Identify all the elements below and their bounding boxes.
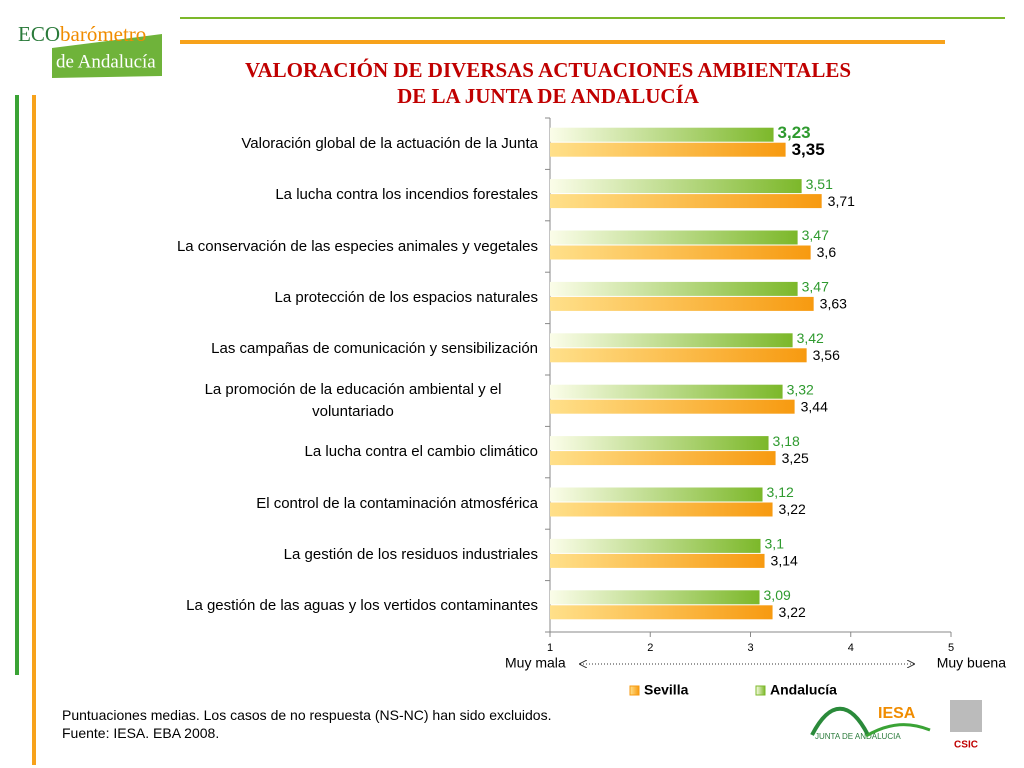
- bar: [550, 245, 811, 260]
- bar: [550, 384, 783, 399]
- category-label: La promoción de la educación ambiental y…: [204, 380, 502, 420]
- bar: [550, 142, 786, 157]
- value-label: 3,25: [782, 450, 809, 466]
- bar: [550, 194, 822, 209]
- category: La lucha contra los incendios forestales: [138, 171, 538, 219]
- value-label: 3,14: [771, 553, 798, 569]
- logo-region: de Andalucía: [56, 51, 156, 72]
- bar: [550, 281, 798, 296]
- value-label: 3,6: [817, 244, 837, 260]
- category-label: El control de la contaminación atmosféri…: [256, 494, 538, 512]
- legend-swatch: [755, 685, 766, 696]
- logo-junta: JUNTA DE ANDALUCIA: [815, 732, 901, 741]
- bar: [550, 296, 814, 311]
- value-label: 3,32: [787, 381, 814, 397]
- value-label: 3,12: [767, 484, 794, 500]
- category-label: Las campañas de comunicación y sensibili…: [211, 340, 538, 358]
- legend: Sevilla Andalucía: [629, 682, 837, 698]
- axis-label: Muy buena: [937, 655, 1006, 671]
- value-label: 3,51: [806, 176, 833, 192]
- logo-iesa: IESA: [878, 705, 916, 722]
- value-label: 3,71: [828, 193, 855, 209]
- value-label: 3,44: [801, 398, 828, 414]
- value-label: 3,47: [802, 227, 829, 243]
- chart-title: VALORACIÓN DE DIVERSAS ACTUACIONES AMBIE…: [245, 58, 851, 82]
- value-label: 3,09: [764, 587, 791, 603]
- category-label: Valoración global de la actuación de la …: [241, 134, 538, 152]
- x-tick-label: 3: [747, 642, 753, 654]
- logo-barometro: barómetro: [60, 22, 146, 46]
- category: El control de la contaminación atmosféri…: [138, 480, 538, 528]
- category-label: La conservación de las especies animales…: [176, 237, 538, 255]
- logo-icon: [950, 700, 982, 732]
- value-label: 3,63: [820, 296, 847, 312]
- bar: [550, 553, 765, 568]
- bar: [550, 179, 802, 194]
- value-label: 3,42: [797, 330, 824, 346]
- category-label: La protección de los espacios naturales: [274, 288, 539, 306]
- category: La gestión de los residuos industriales: [138, 531, 538, 579]
- bar: [550, 399, 795, 414]
- chart-subtitle: DE LA JUNTA DE ANDALUCÍA: [397, 84, 700, 108]
- category: La lucha contra el cambio climático: [138, 428, 538, 476]
- category-label: La lucha contra el cambio climático: [304, 443, 538, 461]
- value-label: 3,47: [802, 279, 829, 295]
- bar: [550, 348, 807, 363]
- legend-label: Sevilla: [644, 682, 689, 698]
- bar: [550, 538, 761, 553]
- value-label: 3,22: [779, 501, 806, 517]
- category: La conservación de las especies animales…: [138, 223, 538, 271]
- logo-icon: [865, 723, 931, 738]
- axis-label: Muy mala: [505, 655, 566, 671]
- logo-eco: ECO: [18, 22, 60, 46]
- logo-csic: CSIC: [954, 740, 978, 751]
- value-label: 3,22: [779, 604, 806, 620]
- legend-label: Andalucía: [770, 682, 837, 698]
- bar: [550, 127, 774, 142]
- bar: [550, 590, 760, 605]
- category-label: La lucha contra los incendios forestales: [275, 186, 538, 204]
- footnote: Fuente: IESA. EBA 2008.: [62, 725, 220, 741]
- category: La protección de los espacios naturales: [138, 274, 539, 322]
- logo-icon: [810, 706, 870, 736]
- bar: [550, 605, 773, 620]
- x-tick-label: 4: [848, 642, 854, 654]
- x-tick-label: 2: [647, 642, 653, 654]
- footnote: Puntuaciones medias. Los casos de no res…: [62, 707, 552, 723]
- category: La gestión de las aguas y los vertidos c…: [138, 582, 538, 630]
- logo-band: [52, 34, 162, 78]
- value-label: 3,35: [792, 140, 825, 159]
- bar: [550, 230, 798, 245]
- bar: [550, 502, 773, 517]
- value-label: 3,18: [773, 433, 800, 449]
- bar: [550, 487, 763, 502]
- logo: ECObarómetro: [18, 22, 146, 46]
- bar: [550, 436, 769, 451]
- legend-swatch: [629, 685, 640, 696]
- value-label: 3,1: [765, 536, 785, 552]
- category: Valoración global de la actuación de la …: [138, 120, 538, 168]
- value-label: 3,23: [778, 123, 811, 142]
- category-label: La gestión de los residuos industriales: [283, 545, 538, 563]
- value-label: 3,56: [813, 347, 840, 363]
- bar: [550, 333, 793, 348]
- category: Las campañas de comunicación y sensibili…: [138, 325, 538, 373]
- category: La promoción de la educación ambiental y…: [138, 377, 538, 425]
- category-label: La gestión de las aguas y los vertidos c…: [186, 597, 538, 615]
- x-tick-label: 1: [547, 642, 553, 654]
- x-tick-label: 5: [948, 642, 954, 654]
- bar: [550, 451, 776, 466]
